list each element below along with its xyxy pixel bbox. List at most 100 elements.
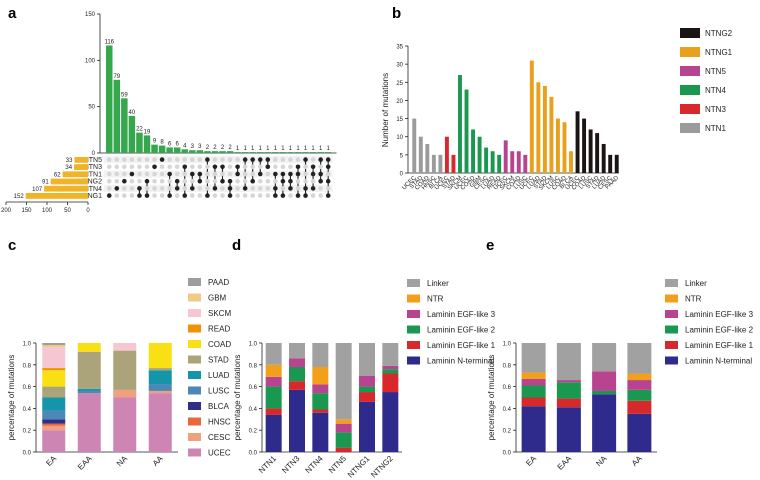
c-legend-label: SKCM [208, 309, 231, 318]
c-stack-segment [148, 390, 172, 394]
a-matrix-dot [280, 186, 286, 191]
a-matrix-dot [205, 178, 210, 184]
d-stack-segment [312, 393, 329, 410]
a-matrix-dot [182, 157, 188, 162]
c-legend-swatch [188, 324, 201, 333]
a-matrix-dot-active [182, 193, 188, 198]
a-matrix-dot [220, 193, 225, 198]
b-bar [588, 129, 593, 173]
a-matrix-dot [159, 178, 165, 184]
a-matrix-dot [137, 178, 142, 184]
a-bar-value: 2 [221, 145, 225, 151]
c-x-tick-label: AA [151, 454, 165, 468]
c-legend-label: HNSC [208, 418, 231, 427]
a-matrix-dot [265, 178, 271, 184]
a-matrix-dot-active [325, 178, 331, 184]
c-stack-segment [42, 419, 66, 424]
c-y-tick-label: 0.6 [23, 385, 32, 391]
a-set-size-bar [50, 178, 88, 185]
b-y-tick-label: 30 [396, 63, 403, 69]
c-legend-swatch [188, 448, 201, 457]
a-matrix-dot [144, 186, 150, 191]
a-matrix-dot-active [325, 157, 331, 162]
a-intersection-bar [136, 132, 143, 153]
b-legend-swatch [680, 66, 700, 76]
a-set-name: NTNG2 [78, 179, 102, 186]
b-bar [458, 75, 462, 173]
b-legend-label: NTN5 [705, 67, 726, 76]
a-matrix-dot-active [288, 171, 293, 177]
a-matrix-dot [250, 193, 255, 198]
e-stack-segment [592, 371, 617, 391]
a-matrix-dot-active [190, 171, 195, 177]
c-y-tick-label: 1.0 [23, 342, 32, 348]
c-legend-label: COAD [208, 340, 231, 349]
b-bar [595, 133, 600, 173]
a-matrix-dot [114, 171, 120, 177]
a-matrix-dot [106, 157, 112, 162]
a-matrix-dot-active [295, 164, 301, 170]
panel-label-d: d [232, 237, 241, 254]
b-bar [536, 82, 541, 173]
a-matrix-dot [129, 164, 135, 170]
e-legend-label: Laminin EGF-like 2 [685, 326, 754, 335]
d-legend-swatch [407, 325, 420, 334]
d-stack-segment [312, 366, 329, 385]
a-matrix-dot [318, 164, 323, 170]
a-set-size-bar [62, 171, 88, 178]
a-matrix-dot [235, 157, 240, 162]
a-matrix-dot [167, 186, 172, 191]
b-bar [418, 136, 423, 173]
d-stack-segment [265, 364, 282, 377]
a-matrix-dot-active [174, 186, 180, 191]
a-set-size-tick-label: 50 [64, 208, 71, 214]
c-y-tick-label: 0.0 [23, 451, 32, 457]
a-matrix-dot-active [114, 186, 120, 191]
a-matrix-dot-active [288, 186, 293, 191]
b-bar [510, 151, 515, 173]
c-x-tick-label: EA [44, 454, 58, 468]
e-stack-segment [556, 380, 581, 383]
a-matrix-dot [152, 178, 157, 184]
a-bar-value: 1 [296, 146, 300, 152]
a-intersection-bar [264, 152, 272, 153]
c-stack-segment [42, 386, 66, 398]
d-stack-segment [382, 343, 399, 366]
b-bar [412, 118, 417, 173]
c-x-tick-label: NA [115, 454, 130, 469]
a-intersection-bar [324, 152, 332, 153]
a-matrix-dot [265, 193, 271, 198]
c-y-axis-label: percentage of mutations [7, 355, 16, 441]
a-matrix-dot-active [167, 171, 172, 177]
b-legend-swatch [680, 85, 700, 95]
b-y-tick-label: 15 [396, 117, 403, 123]
e-legend-swatch [665, 294, 678, 303]
a-matrix-dot [106, 164, 112, 170]
a-matrix-dot [235, 178, 240, 184]
a-matrix-dot [212, 171, 218, 177]
a-bar-value: 22 [136, 127, 143, 133]
b-bar [425, 143, 430, 173]
d-stack-segment [335, 343, 352, 420]
a-bar-value: 6 [176, 141, 180, 147]
d-legend-swatch [407, 356, 420, 365]
a-bar-value: 1 [311, 146, 315, 152]
a-intersection-bar [272, 152, 279, 153]
c-legend-swatch [188, 340, 201, 348]
a-matrix-dot-active [318, 178, 323, 184]
a-matrix-dot [242, 178, 248, 184]
a-matrix-dot [250, 164, 255, 170]
a-matrix-dot-active [288, 178, 293, 184]
e-legend-swatch [665, 279, 678, 287]
e-stack-segment [521, 372, 546, 379]
a-matrix-dot [106, 178, 112, 184]
a-matrix-dot [257, 186, 263, 191]
a-bar-value: 1 [274, 146, 278, 152]
a-intersection-bar [211, 151, 219, 153]
a-matrix-dot [303, 171, 308, 177]
e-y-tick-label: 0.6 [503, 385, 512, 391]
a-matrix-dot [257, 193, 263, 198]
a-matrix-dot [250, 171, 255, 177]
a-matrix-dot [122, 164, 127, 170]
d-y-axis-label: percentage of mutations [233, 355, 242, 441]
